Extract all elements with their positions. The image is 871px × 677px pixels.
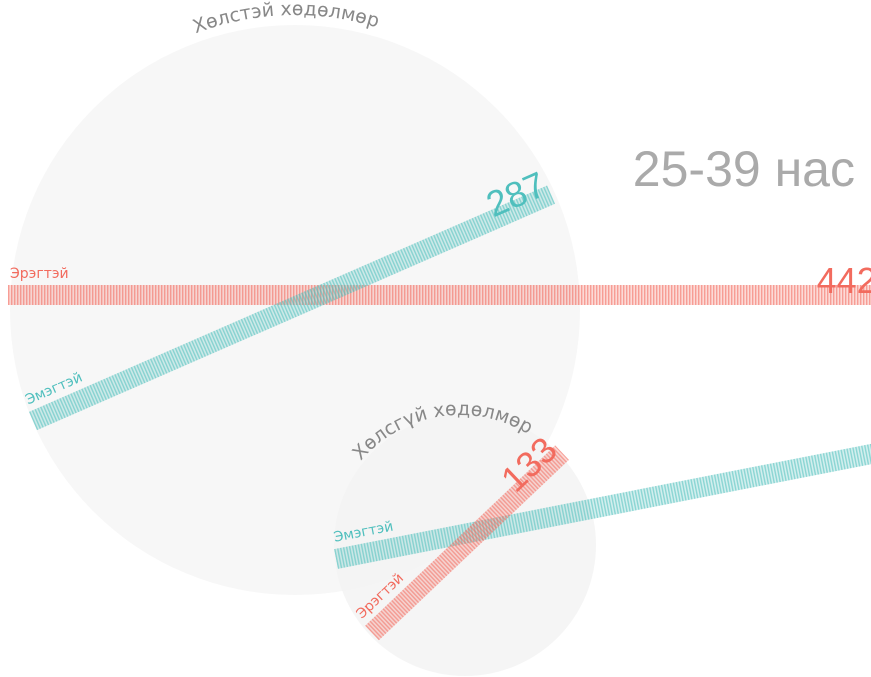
bar <box>8 285 871 305</box>
bar-label: Эрэгтэй <box>10 266 69 282</box>
bar-group: Эрэгтэй 442 <box>8 260 871 305</box>
title: 25-39 нас <box>633 141 855 197</box>
bar <box>28 185 556 431</box>
bar <box>365 445 569 641</box>
bar-value: 442 <box>817 260 871 301</box>
